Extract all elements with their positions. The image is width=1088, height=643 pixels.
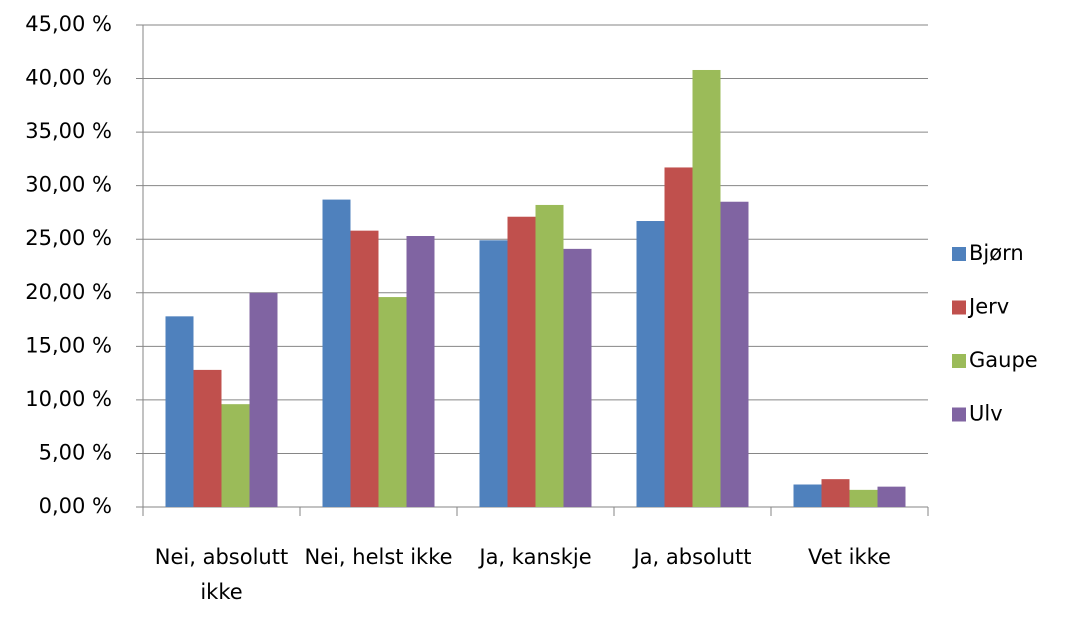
y-tick-label: 30,00 % [25, 173, 112, 197]
bar [193, 369, 222, 507]
y-tick-label: 20,00 % [25, 280, 112, 304]
bar [535, 204, 564, 508]
x-tick-label: Nei, helst ikke [304, 545, 453, 569]
bar [720, 201, 749, 507]
legend-label: Bjørn [969, 241, 1024, 265]
y-tick-label: 5,00 % [39, 440, 112, 464]
y-tick-label: 15,00 % [25, 333, 112, 357]
legend-swatch [952, 407, 966, 422]
legend-swatch [952, 354, 966, 368]
legend-swatch [952, 300, 966, 315]
legend-label: Jerv [967, 295, 1009, 319]
x-tick-label: Ja, kanskje [479, 545, 592, 569]
bar [479, 240, 508, 507]
bar [165, 316, 194, 507]
y-tick-label: 10,00 % [25, 387, 112, 411]
legend-label: Ulv [969, 402, 1003, 426]
bar [793, 484, 822, 507]
bar [692, 69, 721, 507]
bar [664, 167, 693, 508]
bar [563, 248, 592, 507]
bar [221, 404, 250, 507]
bar [322, 199, 351, 507]
bar [877, 486, 906, 507]
bar [849, 489, 878, 507]
bar [821, 479, 850, 507]
bar [350, 230, 379, 508]
x-tick-label: Ja, absolutt [633, 545, 752, 569]
x-tick-label: Vet ikke [808, 545, 891, 569]
x-tick-label: Nei, absolutt ikke [154, 545, 289, 604]
legend-swatch [952, 247, 966, 261]
legend-label: Gaupe [969, 348, 1038, 372]
y-tick-label: 40,00 % [25, 66, 112, 90]
bar [507, 216, 536, 507]
bar [636, 221, 665, 507]
y-tick-label: 0,00 % [39, 494, 112, 518]
bar [406, 236, 435, 507]
bar [378, 297, 407, 507]
bar [249, 292, 278, 507]
y-tick-label: 45,00 % [25, 12, 112, 36]
y-tick-label: 35,00 % [25, 119, 112, 143]
y-tick-label: 25,00 % [25, 226, 112, 250]
